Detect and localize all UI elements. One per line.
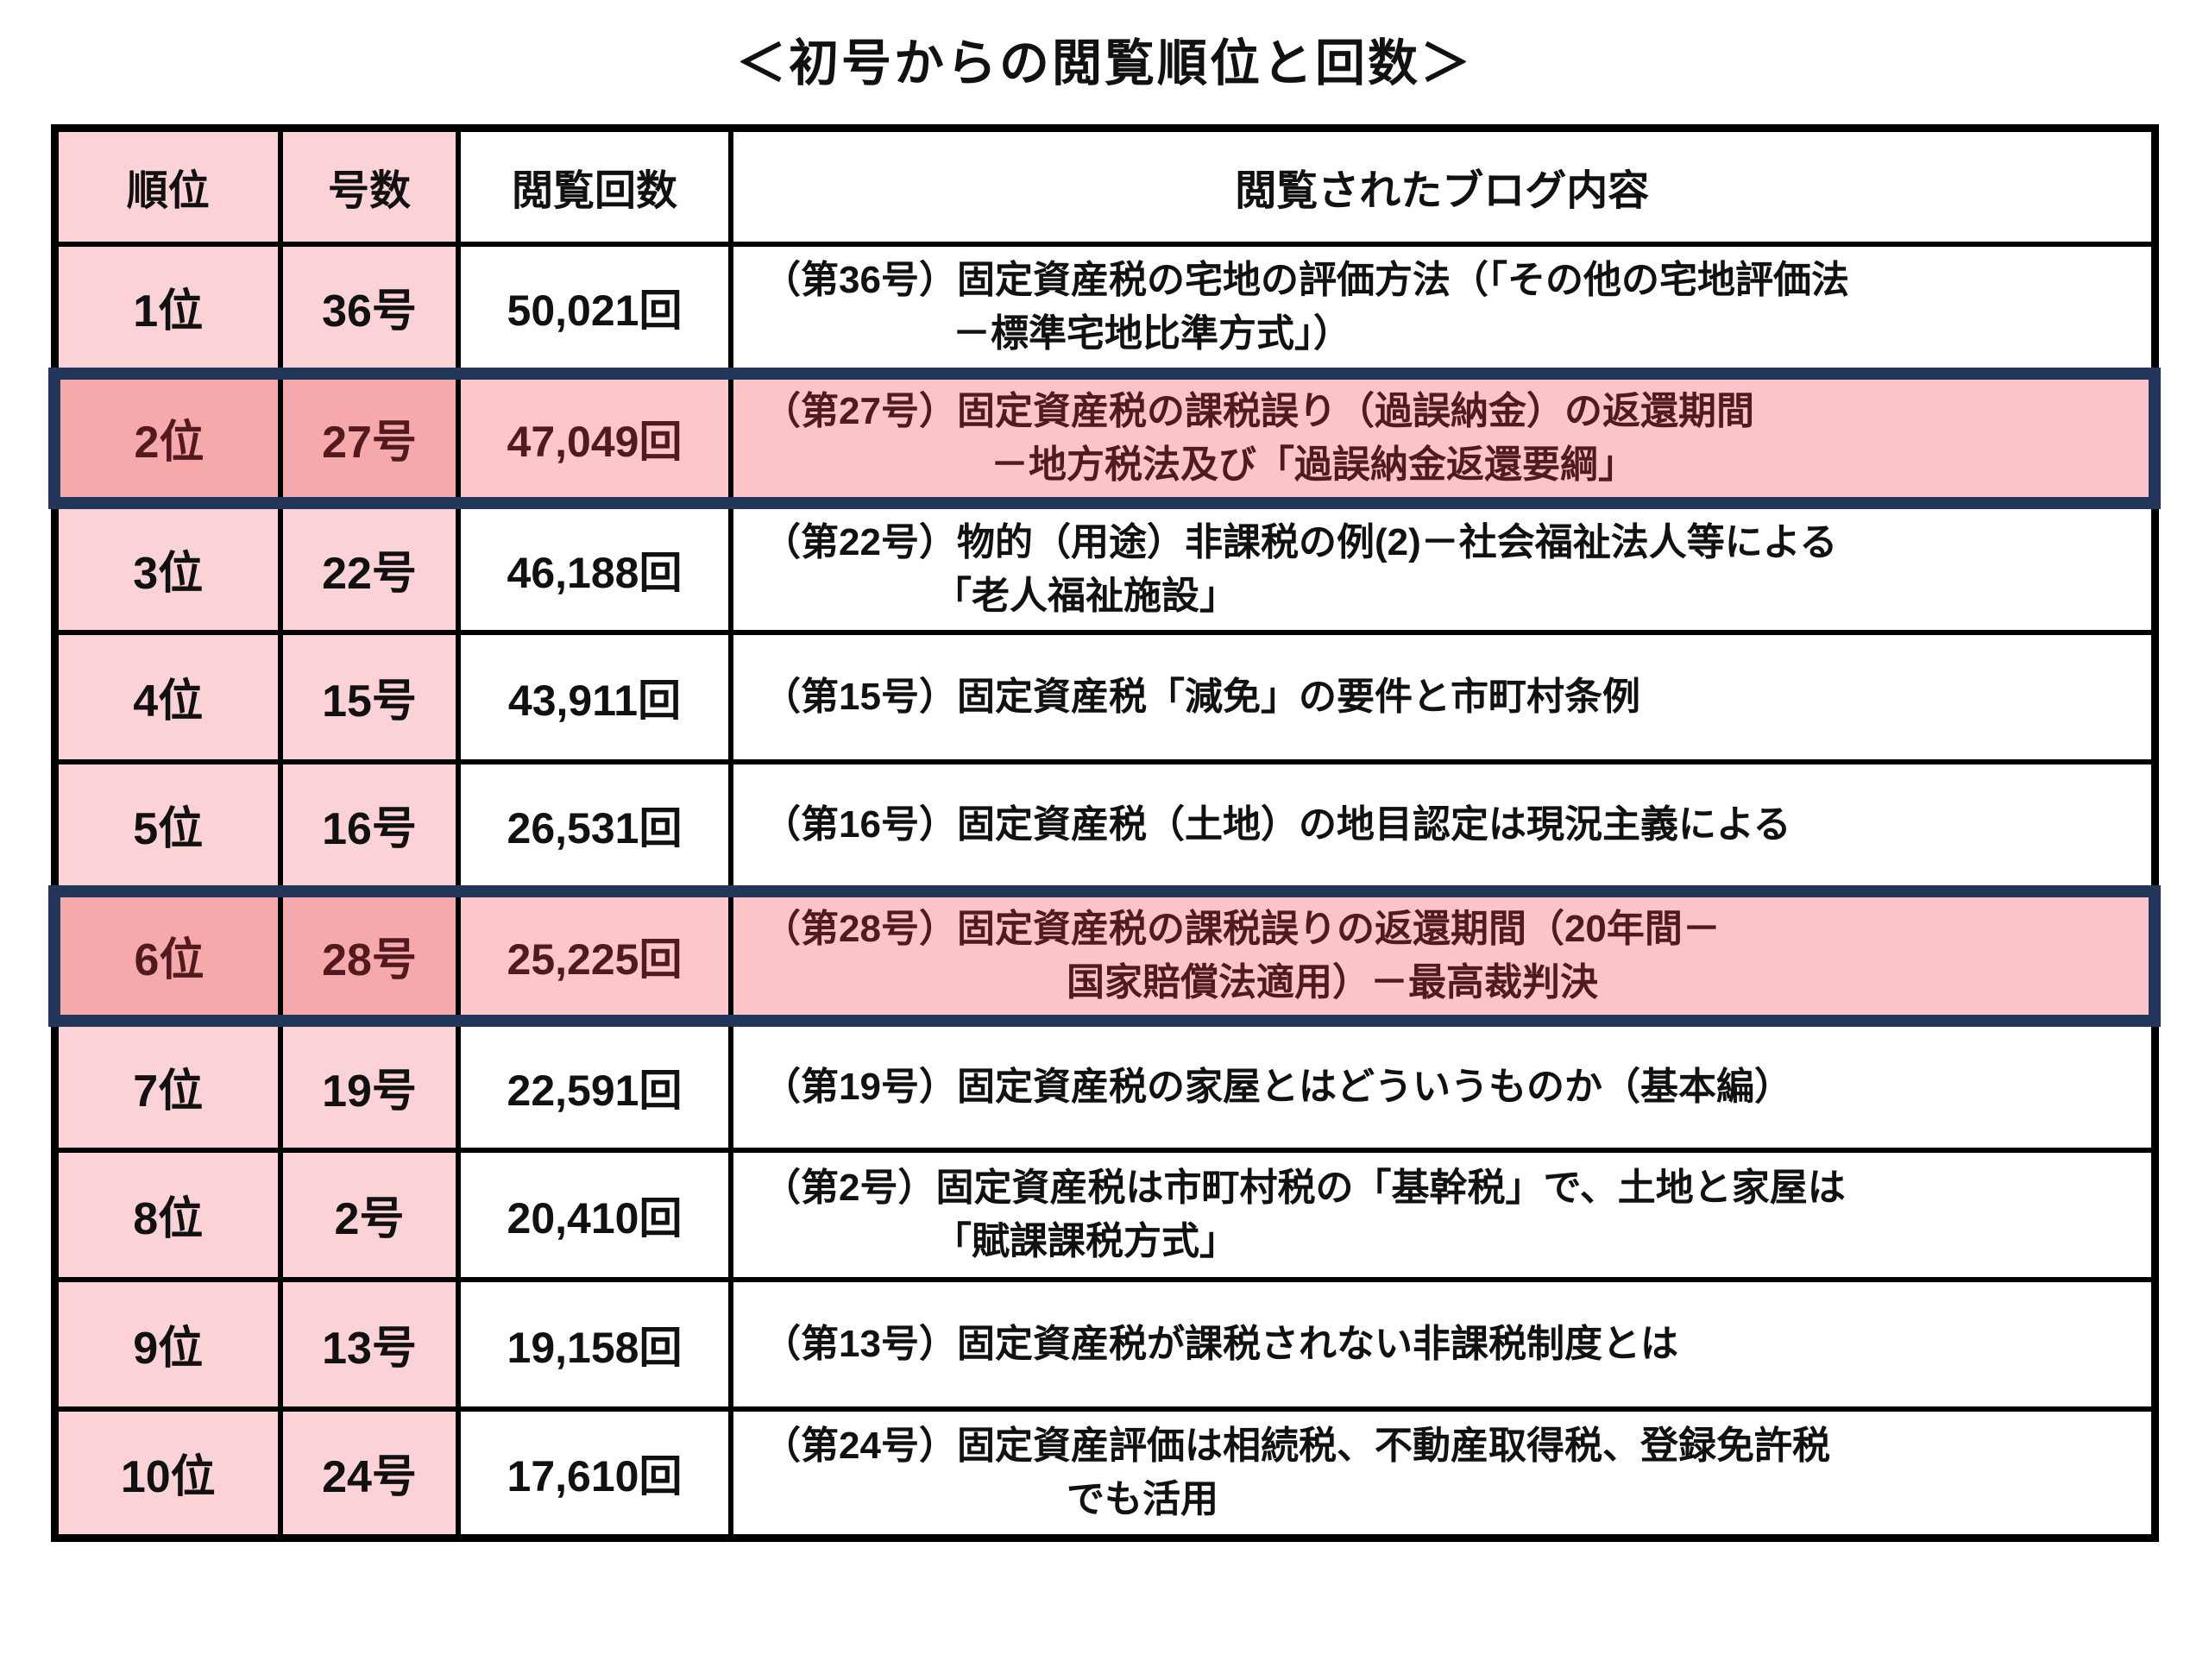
content-cell: （第27号）固定資産税の課税誤り（過誤納金）の返還期間 －地方税法及び「過誤納金… — [728, 367, 2161, 509]
content-cell: （第2号）固定資産税は市町村税の「基幹税」で、土地と家屋は 「賦課課税方式」 — [728, 1147, 2157, 1282]
count-cell: 17,610回 — [456, 1406, 733, 1541]
table-row: 3位 22号 46,188回 （第22号）物的（用途）非課税の例(2)－社会福祉法人等… — [52, 500, 2157, 635]
rank-cell: 9位 — [52, 1276, 283, 1412]
column-header: 順位 — [52, 125, 283, 247]
issue-cell: 27号 — [278, 367, 461, 509]
count-cell: 22,591回 — [456, 1017, 733, 1153]
column-header: 号数 — [278, 125, 461, 247]
rank-cell: 5位 — [52, 758, 283, 894]
count-cell: 26,531回 — [456, 758, 733, 894]
count-cell: 47,049回 — [456, 367, 733, 509]
view-ranking-table: 順位 号数 閲覧回数 閲覧されたブログ内容 1位 36号 50,021回 （第36号）固定資… — [48, 124, 2161, 1542]
count-cell: 46,188回 — [456, 500, 733, 635]
table-row: 1位 36号 50,021回 （第36号）固定資産税の宅地の評価方法（「その他の宅地評… — [52, 241, 2157, 376]
content-cell: （第22号）物的（用途）非課税の例(2)－社会福祉法人等による 「老人福祉施設」 — [728, 500, 2157, 635]
issue-cell: 28号 — [278, 884, 461, 1027]
table-row-highlighted: 6位 28号 25,225回 （第28号）固定資産税の課税誤りの返還期間（20年間－ … — [48, 884, 2161, 1027]
rank-cell: 8位 — [52, 1147, 283, 1282]
header-row: 順位 号数 閲覧回数 閲覧されたブログ内容 — [52, 125, 2157, 247]
count-cell: 25,225回 — [456, 884, 733, 1027]
rank-cell: 3位 — [52, 500, 283, 635]
issue-cell: 24号 — [278, 1406, 461, 1541]
count-cell: 20,410回 — [456, 1147, 733, 1282]
table-row: 7位 19号 22,591回 （第19号）固定資産税の家屋とはどういうものか（基本編） — [52, 1017, 2157, 1153]
table-row: 4位 15号 43,911回 （第15号）固定資産税「減免」の要件と市町村条例 — [52, 629, 2157, 764]
issue-cell: 22号 — [278, 500, 461, 635]
content-cell: （第24号）固定資産評価は相続税、不動産取得税、登録免許税 でも活用 — [728, 1406, 2157, 1541]
page-title: ＜初号からの閲覧順位と回数＞ — [735, 35, 1473, 91]
rank-cell: 2位 — [48, 367, 283, 509]
rank-cell: 7位 — [52, 1017, 283, 1153]
table-row-highlighted: 2位 27号 47,049回 （第27号）固定資産税の課税誤り（過誤納金）の返還期間 … — [48, 367, 2161, 509]
content-cell: （第16号）固定資産税（土地）の地目認定は現況主義による — [728, 758, 2157, 894]
table-row: 5位 16号 26,531回 （第16号）固定資産税（土地）の地目認定は現況主義による — [52, 758, 2157, 894]
content-cell: （第28号）固定資産税の課税誤りの返還期間（20年間－ 国家賠償法適用）－最高裁… — [728, 884, 2161, 1027]
count-cell: 19,158回 — [456, 1276, 733, 1412]
rank-cell: 6位 — [48, 884, 283, 1027]
count-cell: 50,021回 — [456, 241, 733, 376]
rank-cell: 10位 — [52, 1406, 283, 1541]
issue-cell: 19号 — [278, 1017, 461, 1153]
issue-cell: 2号 — [278, 1147, 461, 1282]
content-cell: （第15号）固定資産税「減免」の要件と市町村条例 — [728, 629, 2157, 764]
rank-cell: 4位 — [52, 629, 283, 764]
issue-cell: 36号 — [278, 241, 461, 376]
column-header: 閲覧されたブログ内容 — [728, 125, 2157, 247]
table-row: 10位 24号 17,610回 （第24号）固定資産評価は相続税、不動産取得税、登録免… — [52, 1406, 2157, 1541]
content-cell: （第13号）固定資産税が課税されない非課税制度とは — [728, 1276, 2157, 1412]
rank-cell: 1位 — [52, 241, 283, 376]
content-cell: （第36号）固定資産税の宅地の評価方法（「その他の宅地評価法 －標準宅地比準方式… — [728, 241, 2157, 376]
content-cell: （第19号）固定資産税の家屋とはどういうものか（基本編） — [728, 1017, 2157, 1153]
issue-cell: 15号 — [278, 629, 461, 764]
table-row: 8位 2号 20,410回 （第2号）固定資産税は市町村税の「基幹税」で、土地と家屋は… — [52, 1147, 2157, 1282]
table-body: 1位 36号 50,021回 （第36号）固定資産税の宅地の評価方法（「その他の宅地評… — [48, 241, 2161, 1541]
issue-cell: 13号 — [278, 1276, 461, 1412]
count-cell: 43,911回 — [456, 629, 733, 764]
issue-cell: 16号 — [278, 758, 461, 894]
table-row: 9位 13号 19,158回 （第13号）固定資産税が課税されない非課税制度とは — [52, 1276, 2157, 1412]
table-header: 順位 号数 閲覧回数 閲覧されたブログ内容 — [52, 125, 2157, 247]
column-header: 閲覧回数 — [456, 125, 733, 247]
